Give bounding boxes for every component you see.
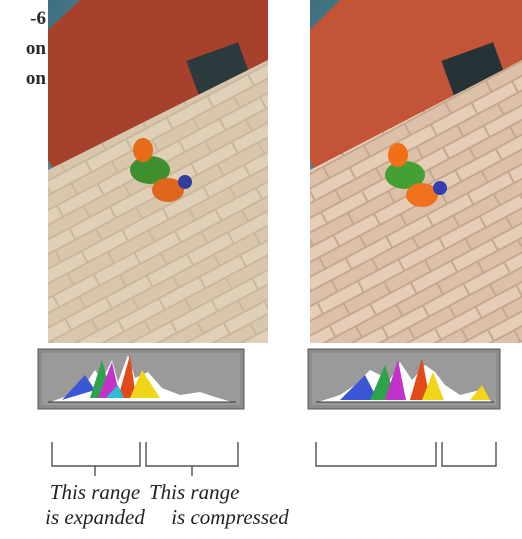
- histogram: [38, 349, 244, 409]
- photo: [310, 0, 522, 343]
- page: {"caption": {"lines": ["-6", "on", "on"]…: [0, 0, 522, 539]
- label-line: This range: [145, 480, 315, 505]
- histogram: [308, 349, 500, 409]
- label-line: is compressed: [145, 505, 315, 530]
- figure: [0, 0, 522, 539]
- photo: [48, 0, 268, 343]
- range-label: This range is compressed: [145, 480, 315, 530]
- bracket: [52, 442, 496, 476]
